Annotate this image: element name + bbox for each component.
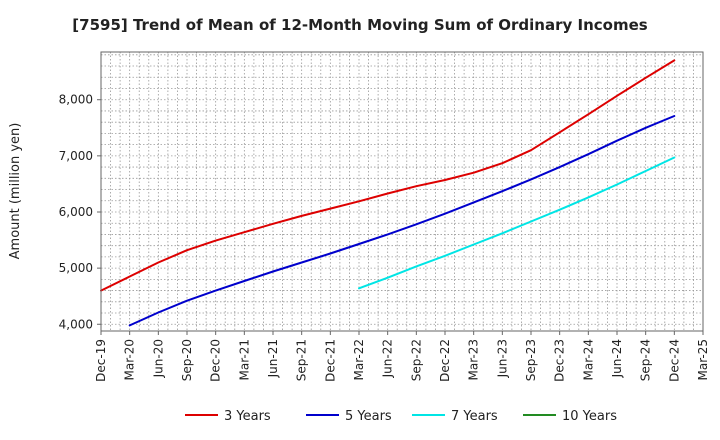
x-tick-label: Dec-20 — [209, 339, 223, 382]
legend-label: 10 Years — [562, 409, 617, 424]
series-line-5-years — [128, 115, 676, 327]
x-tick-label: Jun-23 — [495, 339, 509, 378]
chart-title: [7595] Trend of Mean of 12-Month Moving … — [72, 16, 647, 34]
y-tick-label: 7,000 — [59, 149, 93, 163]
x-tick-label: Sep-20 — [180, 339, 194, 381]
x-tick-label: Dec-24 — [667, 339, 681, 382]
y-tick-label: 4,000 — [59, 317, 93, 331]
x-tick-label: Sep-23 — [524, 339, 538, 381]
y-axis-label: Amount (million yen) — [8, 123, 23, 260]
x-tick-label: Mar-23 — [467, 339, 481, 380]
x-tick-label: Mar-24 — [581, 339, 595, 380]
x-tick-label: Dec-22 — [438, 339, 452, 382]
x-tick-label: Dec-21 — [323, 339, 337, 382]
y-axis: 4,000 5,000 6,000 7,000 8,000 — [59, 93, 101, 331]
x-tick-label: Dec-23 — [553, 339, 567, 382]
x-tick-label: Mar-21 — [237, 339, 251, 380]
grid — [101, 52, 703, 331]
legend-label: 7 Years — [451, 409, 498, 424]
y-tick-label: 6,000 — [59, 205, 93, 219]
x-tick-label: Mar-20 — [123, 339, 137, 380]
plot-frame — [100, 51, 704, 332]
x-tick-label: Jun-20 — [151, 339, 165, 378]
x-tick-label: Sep-21 — [295, 339, 309, 381]
legend-label: 5 Years — [345, 409, 392, 424]
x-tick-label: Jun-21 — [266, 339, 280, 378]
series-line-7-years — [358, 156, 676, 290]
x-tick-label: Jun-22 — [381, 339, 395, 378]
x-tick-label: Sep-22 — [409, 339, 423, 381]
y-tick-label: 8,000 — [59, 93, 93, 107]
y-tick-label: 5,000 — [59, 261, 93, 275]
x-tick-label: Mar-22 — [352, 339, 366, 380]
legend-label: 3 Years — [224, 409, 271, 424]
series-lines — [100, 59, 676, 327]
x-tick-label: Mar-25 — [696, 339, 710, 380]
series-line-3-years — [100, 59, 676, 292]
x-axis: Dec-19 Mar-20 Jun-20 Sep-20 Dec-20 Mar-21 Jun-… — [94, 331, 710, 382]
legend: 3 Years 5 Years 7 Years 10 Years — [185, 409, 617, 424]
x-tick-label: Jun-24 — [610, 339, 624, 378]
x-tick-label: Sep-24 — [639, 339, 653, 381]
x-tick-label: Dec-19 — [94, 339, 108, 382]
